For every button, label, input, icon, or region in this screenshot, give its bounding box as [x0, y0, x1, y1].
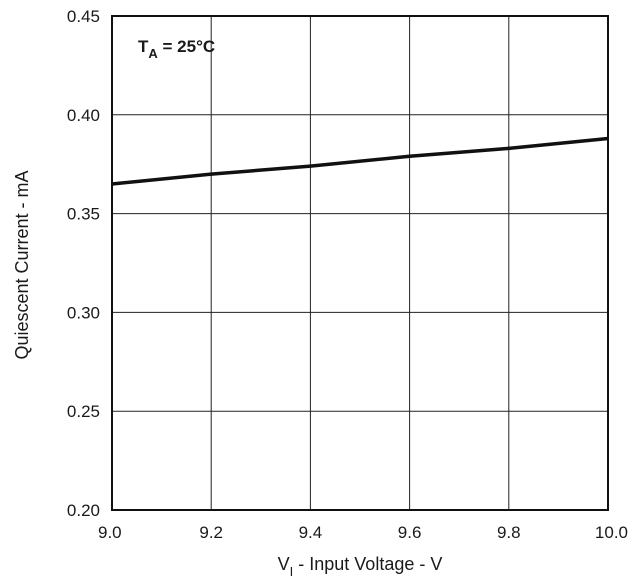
series-line [111, 136, 609, 186]
x-tick-label: 9.6 [398, 523, 422, 542]
y-tick-label: 0.25 [67, 402, 100, 421]
y-axis-label: Quiescent Current - mA [12, 170, 32, 359]
y-tick-label: 0.20 [67, 501, 100, 520]
plot-frame [111, 15, 609, 511]
y-tick-labels: 0.20 0.25 0.30 0.35 0.40 0.45 [67, 7, 100, 520]
x-tick-label: 9.2 [199, 523, 223, 542]
x-tick-label: 9.0 [98, 523, 122, 542]
series-group [111, 136, 609, 186]
x-tick-labels: 9.0 9.2 9.4 9.6 9.8 10.0 [98, 523, 628, 542]
y-tick-label: 0.35 [67, 205, 100, 224]
x-axis-label: VI - Input Voltage - V [278, 554, 443, 579]
y-tick-label: 0.40 [67, 106, 100, 125]
grid [112, 16, 608, 510]
y-tick-label: 0.45 [67, 7, 100, 26]
temperature-annotation: TA = 25°C [138, 37, 215, 61]
x-tick-label: 9.4 [299, 523, 323, 542]
x-tick-label: 10.0 [595, 523, 628, 542]
y-tick-label: 0.30 [67, 303, 100, 322]
x-tick-label: 9.8 [497, 523, 521, 542]
